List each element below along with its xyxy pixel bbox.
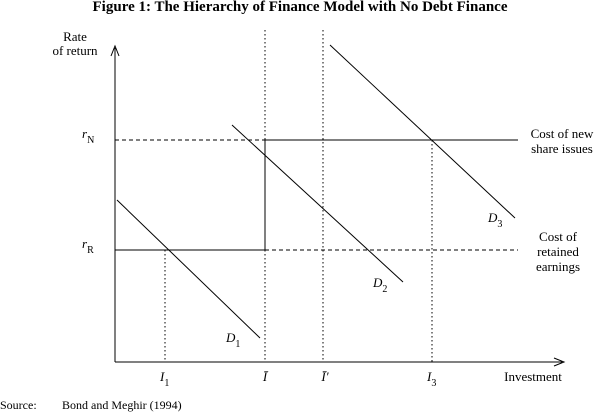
curve-label: D3: [487, 210, 502, 230]
source-text: Bond and Meghir (1994): [62, 398, 182, 412]
x-arrow: [553, 357, 566, 367]
y-axis-label: Rate: [63, 29, 87, 44]
demand-curve: [231, 124, 404, 283]
cost-label: share issues: [531, 141, 593, 156]
rate-label: rN: [82, 126, 94, 146]
title: Figure 1: The Hierarchy of Finance Model…: [93, 0, 508, 15]
cost-label: retained: [537, 244, 579, 259]
investment-label: Ī: [262, 369, 269, 384]
source-label: Source:: [0, 398, 37, 412]
cost-label: earnings: [536, 259, 580, 274]
investment-label: Ī′: [320, 369, 328, 384]
y-axis-label: of return: [52, 43, 98, 58]
cost-label: Cost of: [539, 229, 578, 244]
demand-curve: [116, 199, 261, 339]
rate-label: rR: [82, 236, 94, 256]
curve-label: D2: [372, 275, 387, 295]
y-arrow: [110, 44, 120, 57]
demand-curve: [329, 44, 516, 219]
x-axis-label: Investment: [504, 369, 562, 384]
investment-label: I1: [159, 369, 169, 389]
cost-label: Cost of new: [531, 126, 594, 141]
investment-label: I3: [426, 369, 436, 389]
curve-label: D1: [225, 330, 240, 350]
